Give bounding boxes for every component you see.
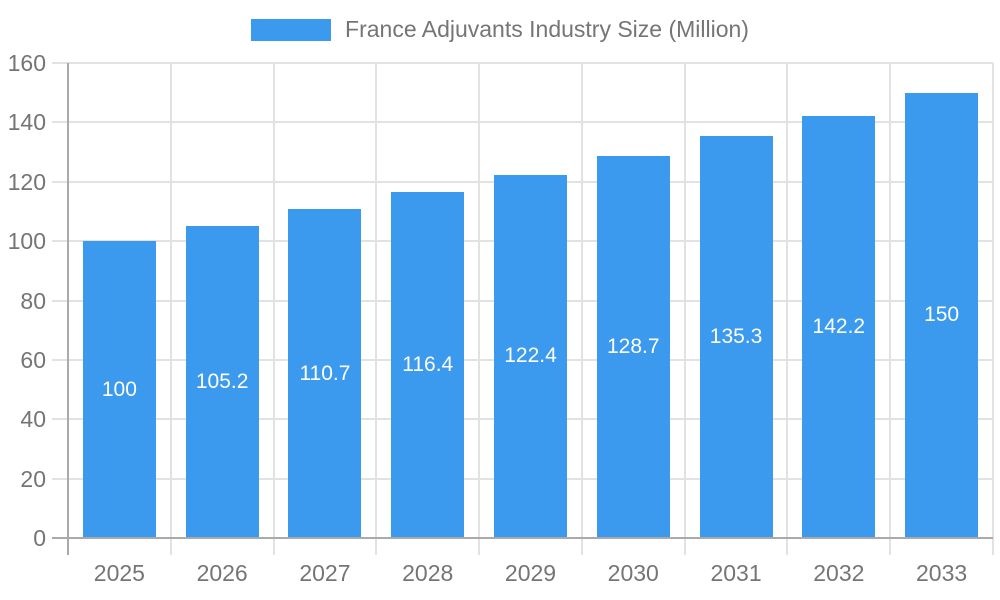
bar-2030[interactable] — [596, 155, 670, 538]
bar-2028[interactable] — [391, 192, 465, 538]
y-axis-tick-label: 0 — [33, 525, 46, 551]
bar-2026[interactable] — [185, 225, 259, 538]
x-axis-tick-label: 2027 — [299, 560, 351, 586]
bar-2025[interactable] — [82, 241, 156, 538]
x-gridline — [992, 63, 994, 555]
bar-value-label: 128.7 — [606, 334, 660, 358]
y-axis-line — [67, 63, 69, 555]
bar-value-label: 142.2 — [812, 314, 866, 338]
y-axis-tick-label: 160 — [7, 50, 46, 76]
x-gridline — [889, 63, 892, 555]
bar-value-label: 105.2 — [195, 369, 249, 393]
bar-2033[interactable] — [905, 92, 979, 538]
bar-2029[interactable] — [494, 174, 567, 538]
bar-2032[interactable] — [802, 115, 876, 538]
bar-value-label: 100 — [101, 377, 137, 401]
bar-value-label: 135.3 — [709, 325, 763, 349]
y-gridline — [52, 121, 993, 124]
bar-2027[interactable] — [288, 209, 362, 538]
y-axis-tick-label: 140 — [7, 109, 46, 136]
y-axis-tick-label: 100 — [7, 228, 46, 255]
x-axis-tick-label: 2032 — [813, 560, 865, 586]
legend[interactable]: France Adjuvants Industry Size (Million) — [0, 16, 1000, 43]
bar-value-label: 122.4 — [504, 344, 557, 368]
x-axis-tick-label: 2025 — [93, 560, 145, 586]
x-axis-tick-label: 2026 — [196, 560, 248, 586]
x-gridline — [478, 63, 481, 555]
bar-value-label: 116.4 — [402, 353, 454, 377]
x-gridline — [683, 63, 686, 555]
y-axis-tick-label: 60 — [20, 346, 46, 373]
bar-value-label: 110.7 — [299, 361, 351, 385]
x-gridline — [375, 63, 378, 555]
x-gridline — [580, 63, 583, 555]
y-axis-tick-label: 80 — [20, 287, 46, 314]
x-axis-tick-label: 2028 — [402, 560, 454, 586]
y-axis-tick-label: 40 — [20, 406, 46, 433]
x-gridline — [786, 63, 789, 555]
y-axis-tick-label: 20 — [20, 465, 46, 492]
x-gridline — [169, 63, 172, 555]
x-axis-tick-label: 2030 — [607, 560, 659, 586]
y-axis-tick-label: 120 — [7, 168, 46, 195]
x-axis-tick-label: 2029 — [504, 560, 557, 586]
legend-label: France Adjuvants Industry Size (Million) — [345, 16, 749, 42]
y-gridline — [52, 62, 993, 64]
x-axis-line — [52, 537, 993, 539]
legend-swatch — [251, 18, 332, 41]
x-gridline — [272, 63, 275, 555]
x-axis-tick-label: 2031 — [710, 560, 762, 586]
bar-value-label: 150 — [924, 303, 960, 327]
x-axis-tick-label: 2033 — [916, 560, 968, 586]
bar-2031[interactable] — [699, 136, 773, 538]
